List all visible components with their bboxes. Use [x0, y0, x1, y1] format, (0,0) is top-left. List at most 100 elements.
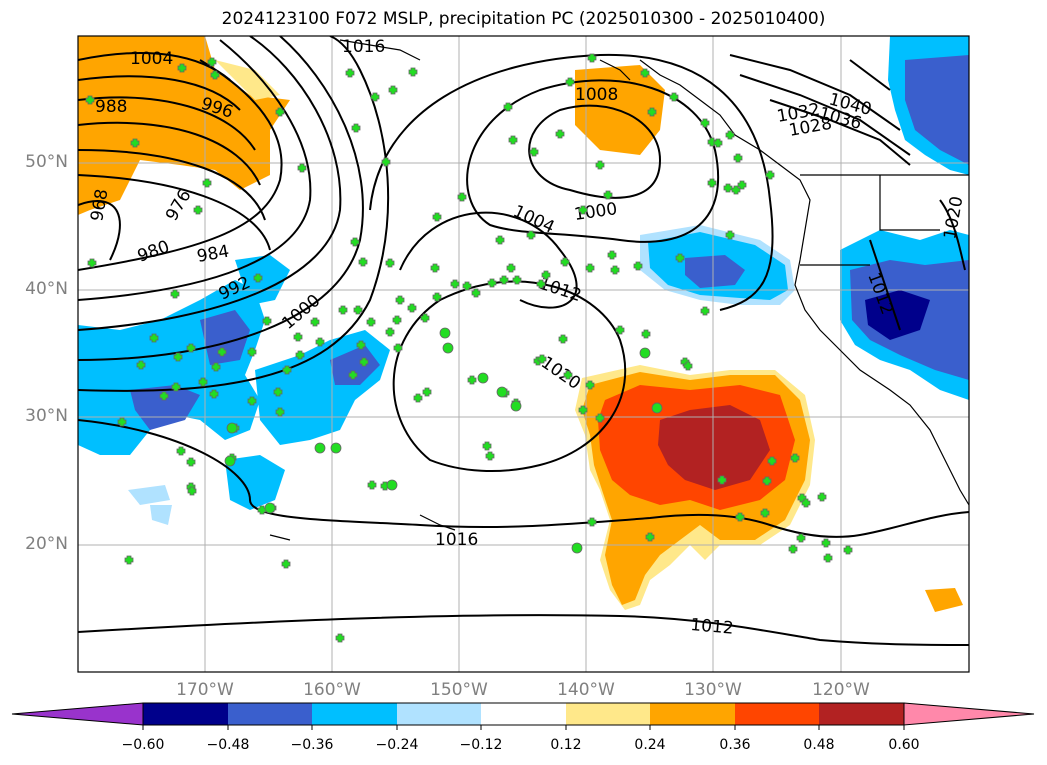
observation-marker — [645, 532, 655, 542]
contour-label: 1016 — [435, 530, 478, 550]
observation-marker — [193, 205, 203, 215]
observation-marker — [381, 157, 391, 167]
observation-marker — [496, 386, 508, 398]
observation-marker — [136, 360, 146, 370]
colorbar-extend-high — [903, 702, 1035, 726]
observation-marker — [439, 327, 451, 339]
observation-marker — [683, 361, 693, 371]
contour-label: 1012 — [690, 615, 735, 639]
observation-marker — [717, 475, 727, 485]
observation-marker — [537, 354, 547, 364]
observation-marker — [358, 257, 368, 267]
colorbar-tick-label: 0.60 — [888, 737, 920, 753]
lat-label-40n: 40°N — [25, 279, 68, 299]
colorbar-swatch — [481, 703, 566, 725]
observation-marker — [669, 92, 679, 102]
observation-marker — [262, 316, 272, 326]
observation-marker — [610, 265, 620, 275]
observation-marker — [370, 92, 380, 102]
observation-marker — [422, 387, 432, 397]
observation-marker — [130, 138, 140, 148]
observation-marker — [186, 457, 196, 467]
observation-marker — [762, 476, 772, 486]
lon-label-150w: 150°W — [430, 680, 488, 700]
colorbar-swatch — [312, 703, 397, 725]
observation-marker — [85, 95, 95, 105]
contour-label: 988 — [95, 97, 127, 117]
observation-marker — [366, 317, 376, 327]
observation-marker — [149, 333, 159, 343]
colorbar-swatch — [735, 703, 819, 725]
map-title: 2024123100 F072 MSLP, precipitation PC (… — [221, 9, 826, 29]
observation-marker — [275, 107, 285, 117]
observation-marker — [640, 68, 650, 78]
observation-marker — [541, 270, 551, 280]
observation-marker — [512, 275, 522, 285]
observation-marker — [282, 365, 292, 375]
lat-label-50n: 50°N — [25, 152, 68, 172]
observation-marker — [563, 370, 573, 380]
observation-marker — [482, 441, 492, 451]
observation-marker — [186, 343, 196, 353]
observation-marker — [359, 357, 369, 367]
observation-marker — [796, 533, 806, 543]
observation-marker — [457, 192, 467, 202]
observation-marker — [578, 205, 588, 215]
observation-marker — [388, 85, 398, 95]
colorbar-swatch — [397, 703, 481, 725]
observation-marker — [247, 396, 257, 406]
observation-marker — [310, 317, 320, 327]
observation-marker — [392, 315, 402, 325]
lat-label-30n: 30°N — [25, 406, 68, 426]
observation-marker — [171, 382, 181, 392]
observation-marker — [353, 305, 363, 315]
observation-marker — [297, 163, 307, 173]
observation-marker — [217, 347, 227, 357]
observation-marker — [499, 275, 509, 285]
observation-marker — [345, 68, 355, 78]
observation-marker — [413, 393, 423, 403]
colorbar-tick-label: −0.36 — [290, 737, 334, 753]
observation-marker — [560, 257, 570, 267]
observation-marker — [508, 135, 518, 145]
observation-marker — [335, 633, 345, 643]
observation-marker — [202, 178, 212, 188]
observation-marker — [765, 170, 775, 180]
observation-marker — [226, 422, 238, 434]
observation-marker — [275, 407, 285, 417]
observation-marker — [485, 451, 495, 461]
graticule — [78, 36, 969, 672]
observation-marker — [295, 350, 305, 360]
observation-marker — [393, 343, 403, 353]
observation-marker — [510, 400, 522, 412]
observation-marker — [450, 279, 460, 289]
observation-marker — [585, 263, 595, 273]
observation-marker — [338, 305, 348, 315]
colorbar-extend-low — [11, 702, 144, 726]
colorbar-tick-label: −0.60 — [121, 737, 165, 753]
observation-marker — [395, 295, 405, 305]
observation-marker — [495, 235, 505, 245]
observation-marker — [210, 70, 220, 80]
observation-marker — [385, 327, 395, 337]
colorbar-tick-label: −0.12 — [459, 737, 503, 753]
observation-marker — [760, 508, 770, 518]
colorbar-swatch — [650, 703, 735, 725]
observation-marker — [578, 405, 588, 415]
observation-marker — [356, 340, 366, 350]
observation-marker — [467, 375, 477, 385]
lon-label-160w: 160°W — [303, 680, 361, 700]
observation-marker — [315, 337, 325, 347]
contour-label: 1016 — [342, 37, 385, 57]
colorbar-swatch — [566, 703, 650, 725]
colorbar — [11, 702, 1035, 730]
observation-marker — [87, 258, 97, 268]
observation-marker — [725, 130, 735, 140]
coastline — [269, 39, 969, 541]
observation-marker — [639, 347, 651, 359]
observation-marker — [506, 263, 516, 273]
observation-marker — [187, 486, 197, 496]
observation-marker — [407, 303, 417, 313]
colorbar-swatch — [819, 703, 904, 725]
observation-marker — [725, 230, 735, 240]
